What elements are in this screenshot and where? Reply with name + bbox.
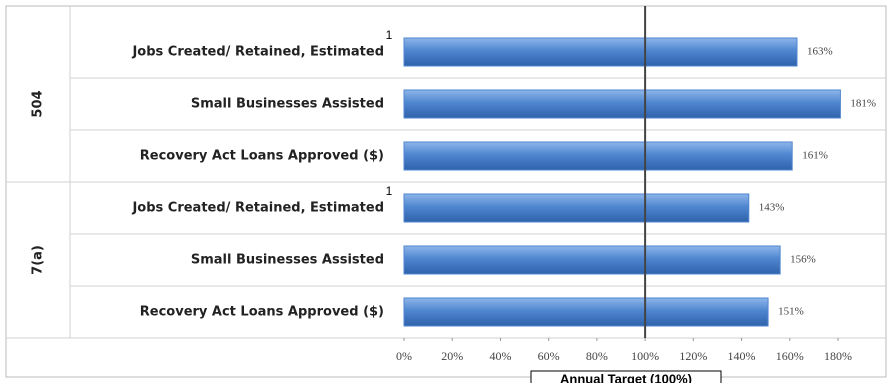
x-tick-label: 60%	[538, 349, 560, 363]
bar	[403, 297, 769, 327]
reference-label: Annual Target (100%)	[560, 371, 692, 383]
bar	[403, 245, 781, 275]
value-label: 143%	[759, 202, 785, 214]
reference-label-box	[530, 370, 722, 383]
x-tick-label: 100%	[631, 349, 659, 363]
x-tick-label: 120%	[679, 349, 707, 363]
category-label: Recovery Act Loans Approved ($)	[140, 149, 384, 164]
footnote-mark: 1	[386, 184, 393, 198]
x-tick-label: 40%	[489, 349, 511, 363]
bar	[403, 89, 841, 119]
bar	[403, 193, 750, 223]
x-tick-label: 160%	[776, 349, 804, 363]
footnote-mark: 1	[386, 28, 393, 42]
value-label: 181%	[850, 98, 876, 110]
category-label: Jobs Created/ Retained, Estimated	[131, 45, 384, 60]
x-tick-label: 180%	[824, 349, 852, 363]
bar	[403, 37, 798, 67]
category-label: Recovery Act Loans Approved ($)	[140, 305, 384, 320]
value-label: 151%	[778, 306, 804, 318]
x-tick-label: 20%	[441, 349, 463, 363]
value-label: 156%	[790, 254, 816, 266]
bar	[403, 141, 793, 171]
value-label: 161%	[802, 150, 828, 162]
category-label: Small Businesses Assisted	[191, 253, 384, 268]
value-label: 163%	[807, 46, 833, 58]
group-label: 7(a)	[31, 245, 46, 275]
x-tick-label: 0%	[396, 349, 412, 363]
category-label: Small Businesses Assisted	[191, 97, 384, 112]
category-label: Jobs Created/ Retained, Estimated	[131, 201, 384, 216]
x-tick-label: 140%	[728, 349, 756, 363]
group-label: 504	[31, 90, 46, 117]
x-tick-label: 80%	[586, 349, 608, 363]
